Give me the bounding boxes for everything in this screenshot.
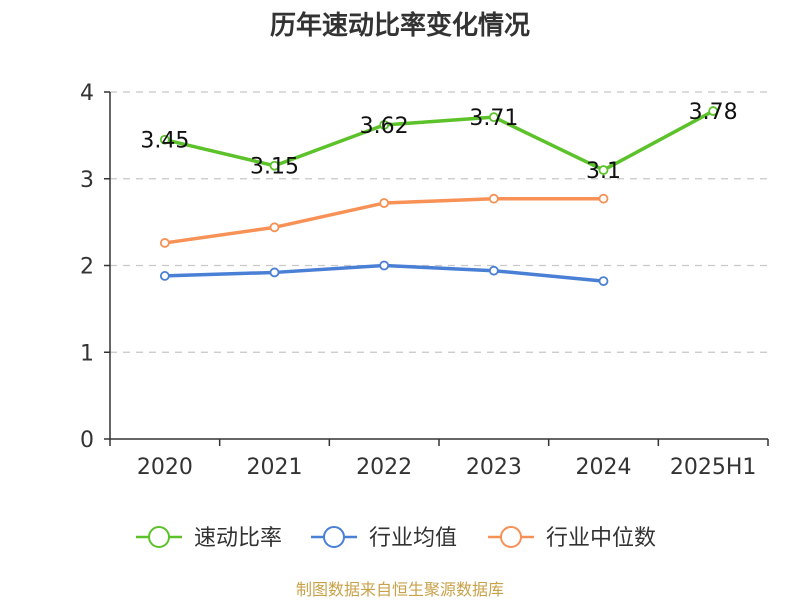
chart-title: 历年速动比率变化情况	[270, 10, 530, 41]
legend-item[interactable]: 速动比率	[136, 526, 282, 551]
x-tick-label: 2024	[576, 455, 632, 480]
data-point	[488, 112, 499, 123]
legend-marker	[500, 526, 522, 548]
data-point	[598, 276, 609, 287]
data-label: 3.62	[360, 114, 409, 139]
series-line	[163, 109, 715, 172]
data-label: 3.45	[140, 129, 189, 154]
x-tick-label: 2020	[137, 455, 193, 480]
data-point	[379, 198, 390, 208]
data-point	[708, 106, 719, 116]
grid-lines	[110, 91, 768, 353]
data-label: 3.1	[586, 159, 621, 184]
x-tick-label: 2023	[466, 455, 522, 480]
y-tick-label: 1	[80, 341, 94, 366]
source-note: 制图数据来自恒生聚源数据库	[296, 580, 504, 599]
data-point	[488, 265, 499, 276]
data-point	[379, 260, 390, 271]
data-point	[269, 222, 280, 233]
legend-item[interactable]: 行业中位数	[488, 526, 656, 551]
axes: 0 1 2 3 4 2020 2021 2022 2023 2024 2025H1	[80, 81, 769, 480]
data-point	[269, 267, 280, 278]
data-label: 3.78	[689, 100, 738, 125]
y-tick-label: 2	[80, 255, 94, 280]
data-point	[488, 193, 499, 204]
x-tick-label: 2021	[247, 455, 303, 480]
legend-marker	[323, 526, 345, 548]
legend-item[interactable]: 行业均值	[311, 526, 457, 551]
x-tick-label: 2025H1	[670, 455, 757, 480]
data-label: 3.15	[250, 155, 299, 180]
data-point	[159, 238, 170, 248]
legend[interactable]: 速动比率 行业均值 行业中位数	[136, 526, 656, 551]
x-tick-label: 2022	[356, 455, 412, 480]
data-point	[379, 120, 390, 130]
y-tick-label: 3	[80, 168, 94, 193]
series-layer	[159, 106, 719, 287]
legend-label: 行业均值	[369, 526, 457, 551]
y-tick-label: 4	[80, 81, 94, 106]
y-tick-label: 0	[80, 428, 94, 453]
data-point	[159, 134, 170, 145]
legend-label: 速动比率	[194, 526, 282, 551]
data-label: 3.71	[469, 106, 518, 131]
data-point	[598, 165, 609, 175]
legend-label: 行业中位数	[546, 526, 656, 551]
legend-marker	[148, 526, 170, 548]
data-point	[269, 160, 280, 171]
data-point	[159, 271, 170, 281]
data-point	[598, 193, 609, 204]
data-labels: 3.45 3.15 3.62 3.71 3.1 3.78	[140, 100, 737, 184]
